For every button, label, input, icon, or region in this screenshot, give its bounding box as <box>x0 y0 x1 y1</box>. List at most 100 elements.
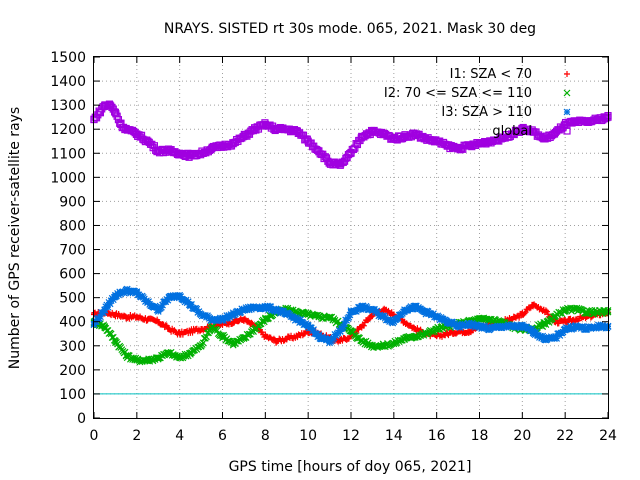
data-point <box>283 311 291 318</box>
data-point <box>593 308 601 316</box>
trace-marker <box>566 325 573 333</box>
data-point <box>186 301 194 309</box>
trace-marker <box>106 300 114 308</box>
data-point <box>133 130 141 138</box>
data-point <box>508 323 516 330</box>
y-tick-label: 700 <box>59 243 86 259</box>
y-tick-label: 1200 <box>50 122 86 138</box>
trace-marker <box>394 314 402 322</box>
trace-marker <box>528 325 536 333</box>
trace-marker <box>532 328 540 336</box>
data-point <box>593 323 601 330</box>
data-point <box>358 337 366 345</box>
data-point <box>133 313 140 320</box>
data-point <box>101 323 109 330</box>
data-point <box>272 125 280 133</box>
data-point <box>326 337 334 345</box>
y-tick-label: 1000 <box>50 170 86 186</box>
data-point <box>379 342 387 350</box>
y-axis-label: Number of GPS receiver-satellite rays <box>7 107 23 369</box>
y-tick-label: 800 <box>59 218 86 234</box>
trace-marker <box>345 313 353 321</box>
data-point <box>508 130 516 138</box>
data-point <box>101 306 109 314</box>
data-point <box>240 132 248 141</box>
data-point <box>261 303 269 311</box>
legend-label: global <box>492 124 532 139</box>
data-point <box>519 311 526 318</box>
data-point <box>368 342 376 350</box>
trace-marker <box>531 331 539 339</box>
data-point <box>443 318 451 326</box>
x-tick-label: 24 <box>599 428 617 444</box>
x-tick-label: 16 <box>428 428 446 444</box>
data-point <box>122 287 130 294</box>
data-point <box>347 327 355 335</box>
x-tick-label: 6 <box>218 428 227 444</box>
data-point <box>111 108 120 116</box>
data-point <box>208 323 216 330</box>
data-point <box>390 311 397 318</box>
data-point <box>433 137 441 145</box>
data-point <box>337 337 344 344</box>
data-point <box>475 140 484 148</box>
trace-marker <box>100 309 108 317</box>
data-point <box>186 152 194 160</box>
data-point <box>293 128 302 136</box>
data-point <box>176 354 184 362</box>
legend-marker <box>564 71 570 77</box>
data-point <box>486 137 494 145</box>
data-point <box>486 325 494 333</box>
data-point <box>593 115 601 124</box>
data-point <box>251 303 259 311</box>
data-point <box>368 128 377 136</box>
trace-marker <box>159 301 166 309</box>
trace-marker <box>297 316 305 323</box>
data-point <box>315 332 323 340</box>
data-point <box>112 311 119 318</box>
data-point <box>465 142 473 150</box>
trace-marker <box>97 313 104 321</box>
data-point <box>262 333 269 340</box>
data-point <box>358 303 366 311</box>
data-point <box>240 306 248 314</box>
x-tick-label: 12 <box>342 428 360 444</box>
data-point <box>368 306 376 314</box>
data-point <box>530 301 537 308</box>
legend-label: I1: SZA < 70 <box>450 67 532 82</box>
x-tick-label: 10 <box>299 428 317 444</box>
data-point <box>444 330 451 337</box>
x-tick-label: 8 <box>261 428 270 444</box>
data-point <box>411 130 419 138</box>
data-point <box>251 125 259 133</box>
data-point <box>358 323 365 330</box>
trace-marker <box>343 316 351 324</box>
data-point <box>165 294 173 302</box>
data-point <box>422 135 430 143</box>
trace-marker <box>545 311 552 318</box>
trace-marker <box>346 311 354 319</box>
trace-marker <box>449 318 457 326</box>
data-point <box>251 325 259 333</box>
data-point <box>117 120 125 128</box>
data-point <box>572 118 580 126</box>
trace-marker <box>340 323 347 331</box>
trace-marker <box>310 326 317 334</box>
data-point <box>154 306 162 314</box>
data-point <box>443 142 451 150</box>
trace-marker <box>116 288 124 296</box>
data-point <box>133 356 141 364</box>
data-point <box>273 337 280 344</box>
data-point <box>219 332 226 340</box>
data-point <box>229 339 237 347</box>
data-point <box>143 137 152 145</box>
data-point <box>208 315 216 323</box>
trace-marker <box>599 321 607 329</box>
data-point <box>518 323 526 330</box>
x-tick-label: 2 <box>132 428 141 444</box>
y-tick-label: 100 <box>59 387 86 403</box>
data-point <box>122 352 130 359</box>
data-point <box>144 316 151 323</box>
data-point <box>336 161 344 169</box>
